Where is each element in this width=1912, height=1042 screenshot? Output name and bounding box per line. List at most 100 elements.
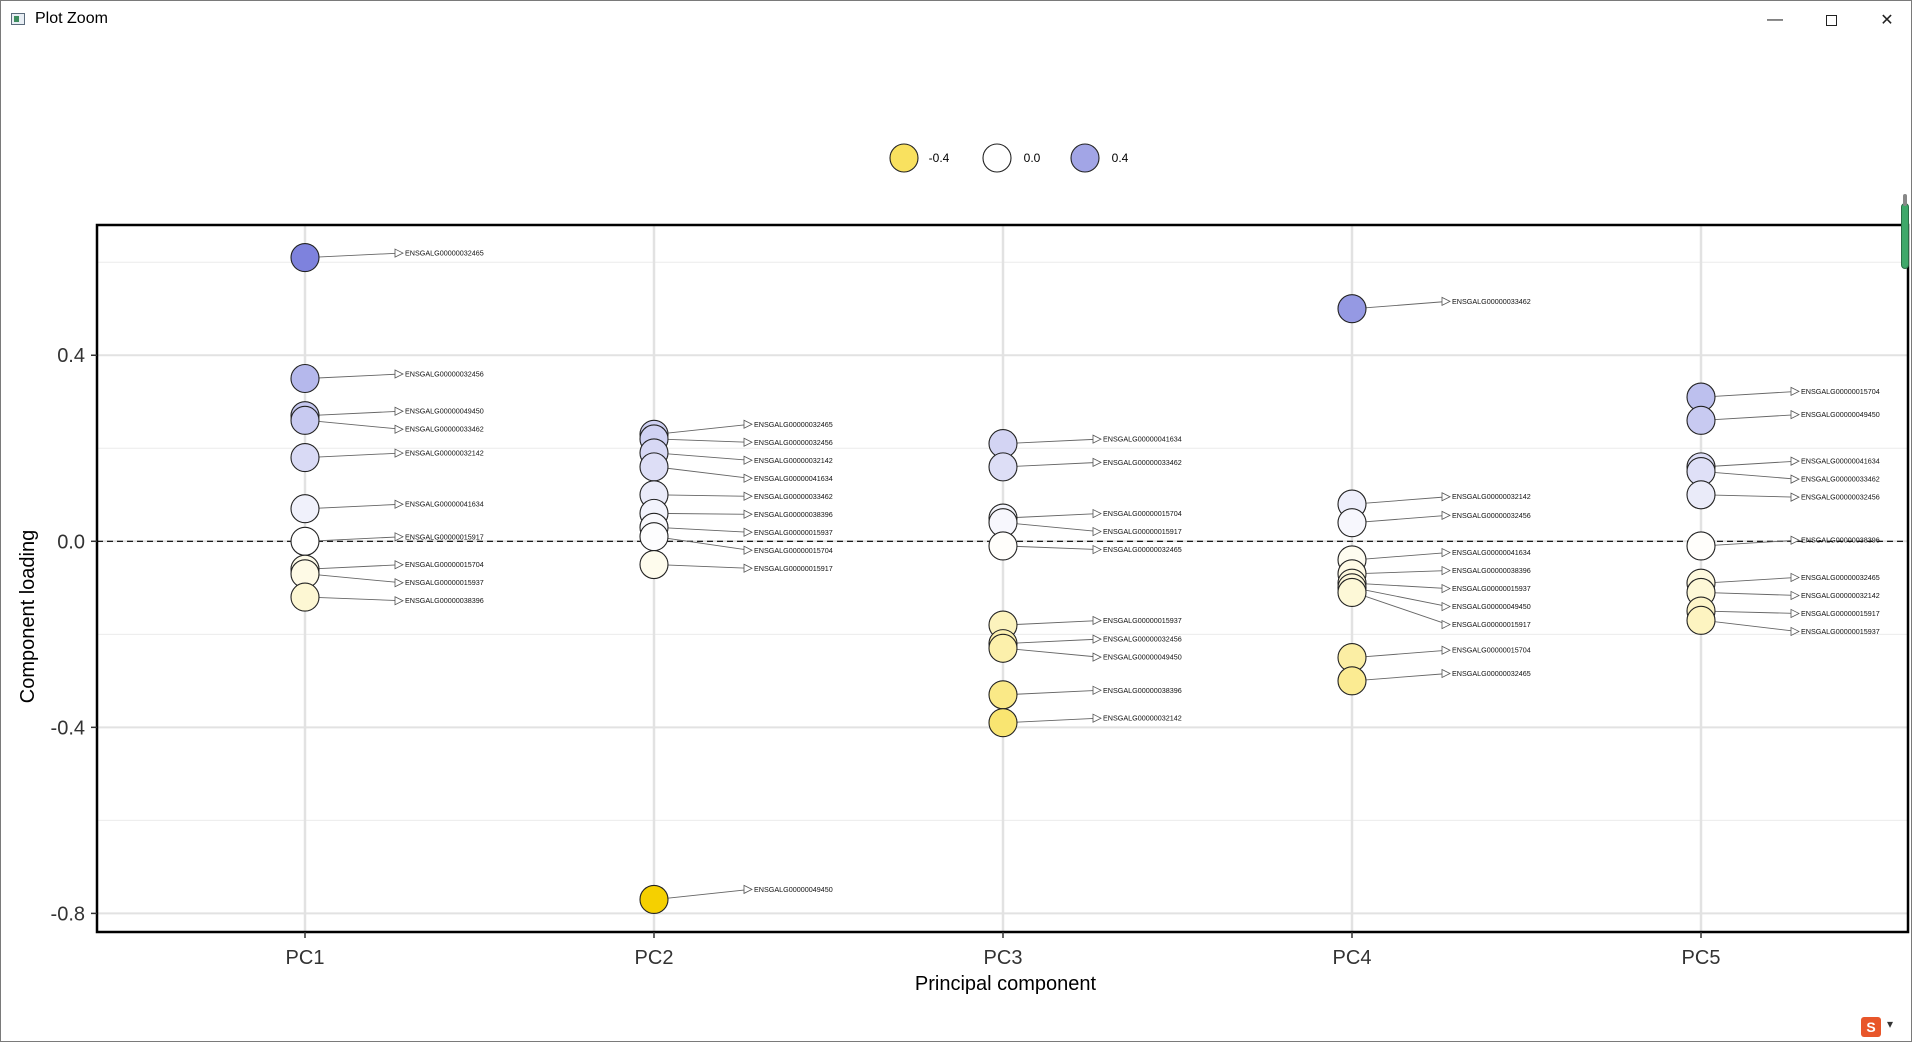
leader-line [1353,552,1449,561]
legend-label: -0.4 [929,151,950,165]
loading-point [639,452,669,482]
loading-point [290,582,320,612]
leader-arrow [1441,510,1451,520]
close-button[interactable]: ✕ [1880,12,1894,29]
title-bar[interactable]: Plot Zoom — ✕ [1,1,1911,39]
loading-point [1337,508,1367,538]
gene-label: ENSGALG00000015917 [405,532,484,541]
leader-line [1004,545,1100,550]
legend-label: 0.0 [1024,151,1041,165]
leader-arrow [743,473,753,483]
ime-icon[interactable]: S [1861,1017,1881,1037]
leader-arrow [1092,713,1102,723]
leader-line [1702,494,1798,498]
leader-arrow [394,499,404,509]
minimize-button[interactable]: — [1767,11,1783,28]
leader-arrow [1092,652,1102,662]
loading-point [290,443,320,473]
gene-label: ENSGALG00000049450 [1801,410,1880,419]
window-title: Plot Zoom [35,10,108,27]
gene-label: ENSGALG00000038396 [405,596,484,605]
leader-line [306,596,402,602]
leader-line [1353,673,1449,682]
loading-point [290,405,320,435]
leader-line [655,536,751,551]
gene-label: ENSGALG00000049450 [1452,602,1531,611]
leader-line [655,466,751,479]
gene-label: ENSGALG00000015704 [1103,509,1182,518]
y-axis-title: Component loading [17,530,39,703]
leader-line [1702,414,1798,421]
leader-line [306,419,402,430]
leader-line [306,410,402,417]
leader-line [306,373,402,379]
leader-line [1353,570,1449,575]
gene-label: ENSGALG00000015937 [754,528,833,537]
gene-label: ENSGALG00000015917 [1103,527,1182,536]
leader-arrow [1441,565,1451,576]
leader-line [655,494,751,497]
data-points [290,243,1716,914]
gene-label: ENSGALG00000032142 [754,456,833,465]
leader-line [1702,610,1798,614]
leader-arrow [1790,386,1800,397]
leader-arrow [394,560,404,570]
loading-point [1337,577,1367,608]
legend-label: 0.4 [1112,151,1129,165]
leader-line [1353,300,1449,310]
loading-point [290,363,320,394]
leader-arrow [394,424,404,434]
leader-line [1702,619,1798,632]
legend-swatch [982,143,1012,173]
y-tick-label: -0.8 [51,903,85,925]
loading-point [988,531,1018,561]
gene-label: ENSGALG00000032465 [1801,573,1880,582]
x-tick-label: PC1 [286,947,325,969]
gene-label: ENSGALG00000032456 [754,438,833,447]
tray-arrow-icon[interactable]: ▾ [1887,1017,1894,1031]
gene-label: ENSGALG00000038396 [1801,536,1880,545]
leader-arrow [1790,410,1800,420]
leader-arrow [743,563,753,573]
gene-label: ENSGALG00000032456 [1103,635,1182,644]
leader-arrow [1441,492,1451,502]
gene-label: ENSGALG00000041634 [1103,435,1182,444]
leader-arrow [394,578,404,588]
gene-label: ENSGALG00000015917 [754,564,833,573]
gene-label: ENSGALG00000049450 [405,407,484,416]
leader-line [1004,717,1100,724]
gene-label: ENSGALG00000049450 [754,885,833,894]
ime-tray[interactable]: S ▾ [1861,1015,1911,1039]
legend: -0.4 0.0 0.4 [889,143,1129,173]
leader-arrow [743,509,753,519]
leader-arrow [394,448,404,458]
leader-line [655,438,751,443]
loading-point [639,549,669,580]
gene-label: ENSGALG00000032465 [405,249,484,258]
label-leader-lines [306,248,1800,900]
legend-swatch [889,143,919,173]
loading-point [1686,480,1716,510]
leader-arrow [1790,572,1800,583]
leader-line [1702,471,1798,480]
leader-arrow [394,596,404,606]
gene-label: ENSGALG00000038396 [754,510,833,519]
gene-label: ENSGALG00000032465 [754,420,833,429]
leader-line [1353,649,1449,659]
gene-label: ENSGALG00000015704 [1801,387,1880,396]
x-tick-label: PC3 [984,947,1023,969]
loading-point [1686,605,1716,635]
loading-point [639,522,669,552]
gene-label: ENSGALG00000041634 [1801,457,1880,466]
leader-arrow [1790,608,1800,619]
maximize-button[interactable] [1803,1,1859,39]
leader-line [306,452,402,459]
leader-arrow [394,406,404,416]
leader-line [1004,522,1100,532]
vertical-scrollbar-thumb[interactable] [1901,194,1909,269]
leader-arrow [394,532,404,542]
gene-label: ENSGALG00000038396 [1452,566,1531,575]
leader-arrow [1092,615,1102,626]
leader-arrow [1092,508,1102,519]
